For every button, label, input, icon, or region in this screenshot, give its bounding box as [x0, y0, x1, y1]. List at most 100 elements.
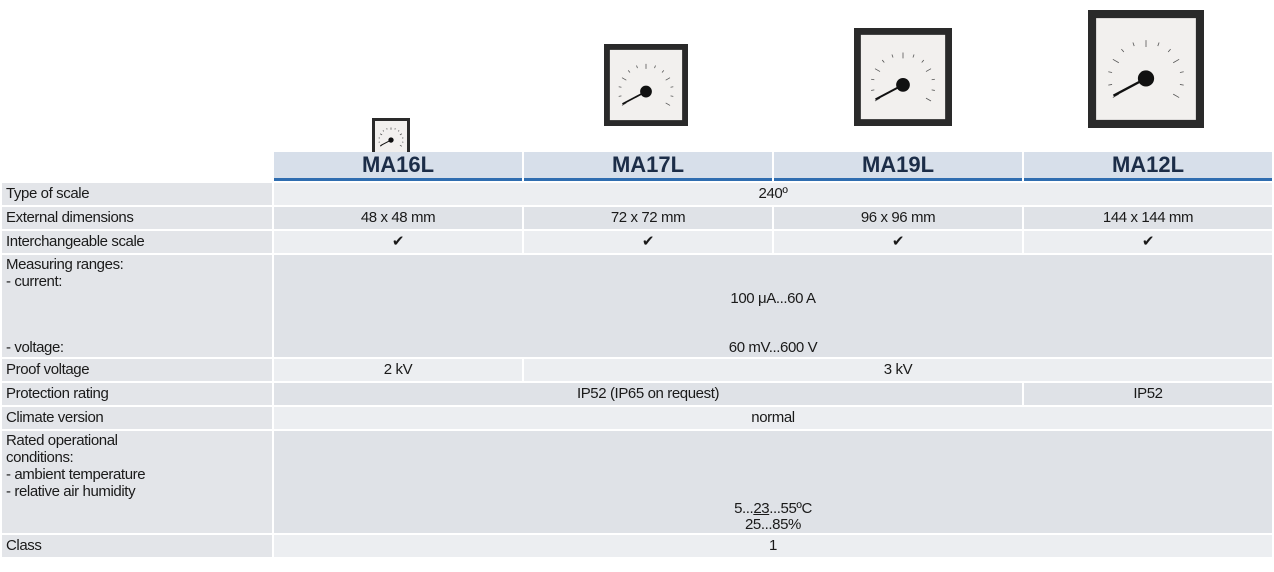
gauge-part	[379, 133, 383, 136]
text-part: 23	[753, 500, 770, 517]
row: Protection rating IP52 (IP65 on request)…	[2, 383, 1272, 405]
row-label: Measuring ranges: - current: - voltage:	[2, 255, 272, 357]
cell-line: 25...85%	[744, 516, 801, 533]
column-header: MA19L	[774, 152, 1022, 181]
row-label: Proof voltage	[2, 359, 272, 381]
gauge-part	[931, 78, 935, 81]
header-row: MA16L MA17L MA19L MA12L	[2, 152, 1272, 181]
text-part: 5...	[734, 500, 754, 517]
gauge-part	[925, 68, 932, 72]
cell: ✔	[524, 231, 772, 253]
gauge-part	[871, 78, 875, 81]
product-images	[0, 0, 1274, 156]
gauge-part	[931, 89, 935, 91]
gauge-part	[881, 59, 885, 63]
label-line: - current:	[6, 273, 63, 290]
gauge-part	[627, 70, 631, 73]
row-label: Climate version	[2, 407, 272, 429]
row-label: Class	[2, 535, 272, 557]
row: Interchangeable scale ✔ ✔ ✔ ✔	[2, 231, 1272, 253]
gauge-part	[397, 130, 400, 132]
cell: 144 x 144 mm	[1024, 207, 1272, 229]
cell: IP52	[1024, 383, 1272, 405]
row: Class 1	[2, 535, 1272, 557]
cell: IP52 (IP65 on request)	[274, 383, 1022, 405]
column-header: MA16L	[274, 152, 522, 181]
cell: 5...23...55ºC 25...85%	[274, 431, 1272, 533]
cell: 2 kV	[274, 359, 522, 381]
gauge-part	[912, 54, 915, 58]
gauge-part	[1167, 48, 1171, 53]
gauge-part	[1172, 93, 1180, 98]
row: Climate version normal	[2, 407, 1272, 429]
gauge-part	[399, 144, 403, 147]
label-line: Measuring ranges:	[6, 256, 124, 273]
cell: 72 x 72 mm	[524, 207, 772, 229]
gauge-part	[1096, 18, 1196, 120]
gauge-part	[1132, 42, 1135, 47]
gauge-image	[1088, 10, 1204, 128]
gauge-part	[665, 77, 671, 81]
gauge-part	[860, 34, 946, 120]
gauge-part	[1112, 58, 1120, 64]
gauge-part	[1121, 48, 1125, 53]
cell: 240º	[274, 183, 1272, 205]
gauge-part	[382, 130, 385, 132]
gauge-part	[640, 85, 652, 98]
row-label: Interchangeable scale	[2, 231, 272, 253]
row-label: Rated operational conditions: - ambient …	[2, 431, 272, 533]
gauge-part	[1157, 42, 1160, 47]
row-label: External dimensions	[2, 207, 272, 229]
cell-line: 5...23...55ºC	[278, 500, 1268, 517]
gauge-part	[891, 54, 894, 58]
gauge-part	[621, 102, 627, 106]
cell: normal	[274, 407, 1272, 429]
cell: ✔	[774, 231, 1022, 253]
row-label: Type of scale	[2, 183, 272, 205]
gauge-part	[1179, 84, 1184, 86]
row: Type of scale 240º	[2, 183, 1272, 205]
cell: 3 kV	[524, 359, 1272, 381]
cell: ✔	[274, 231, 522, 253]
cell: 1	[274, 535, 1272, 557]
row: Measuring ranges: - current: - voltage: …	[2, 255, 1272, 357]
gauge-part	[921, 59, 925, 63]
gauge-part	[621, 77, 627, 81]
gauge-part	[388, 137, 394, 143]
gauge-part	[609, 49, 683, 121]
cell: 100 μA...60 A 60 mV...600 V	[274, 255, 1272, 357]
gauge-part	[874, 68, 881, 72]
gauge-image	[604, 44, 688, 126]
header-blank	[2, 152, 272, 181]
gauge-part	[654, 65, 656, 69]
gauge-part	[925, 97, 932, 102]
cell-line: 100 μA...60 A	[730, 290, 816, 307]
label-line: - voltage:	[6, 339, 64, 356]
cell-line: 60 mV...600 V	[728, 339, 818, 356]
gauge-part	[1172, 58, 1180, 64]
gauge-part	[375, 121, 407, 153]
gauge-part	[665, 102, 671, 106]
gauge-part	[1137, 70, 1155, 87]
row-label: Protection rating	[2, 383, 272, 405]
gauge-part	[896, 77, 910, 92]
column-header: MA12L	[1024, 152, 1272, 181]
gauge-part	[874, 97, 881, 102]
row: Rated operational conditions: - ambient …	[2, 431, 1272, 533]
gauge-part	[1108, 84, 1113, 86]
label-line: conditions:	[6, 449, 74, 466]
cell: ✔	[1024, 231, 1272, 253]
cell: 96 x 96 mm	[774, 207, 1022, 229]
gauge-part	[1108, 71, 1113, 73]
gauge-part	[1112, 93, 1120, 98]
gauge-part	[636, 65, 638, 69]
spec-table: MA16L MA17L MA19L MA12L Type of scale 24…	[0, 150, 1274, 559]
cell: 48 x 48 mm	[274, 207, 522, 229]
gauge-part	[1179, 71, 1184, 73]
column-header: MA17L	[524, 152, 772, 181]
row: Proof voltage 2 kV 3 kV	[2, 359, 1272, 381]
gauge-image	[854, 28, 952, 126]
gauge-part	[661, 70, 665, 73]
